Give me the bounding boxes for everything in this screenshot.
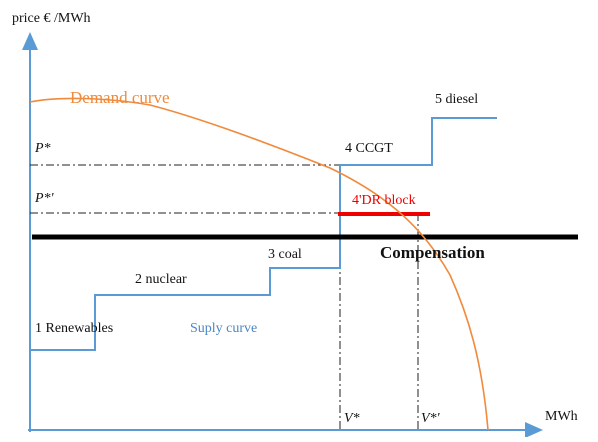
supply-label: Suply curve — [190, 321, 257, 336]
dr-block-label: 4'DR block — [352, 193, 416, 208]
v-star: V* — [344, 411, 360, 426]
block-label: 5 diesel — [435, 92, 478, 107]
block-label: 3 coal — [268, 247, 302, 262]
demand-label: Demand curve — [70, 88, 170, 107]
demand-curve — [29, 97, 489, 431]
v-star-prime: V*' — [421, 411, 441, 426]
y-axis-label: price € /MWh — [12, 11, 91, 26]
compensation-label: Compensation — [380, 243, 485, 262]
x-axis-label: MWh — [545, 409, 578, 424]
block-label: 1 Renewables — [35, 321, 113, 336]
p-star: P* — [34, 141, 51, 156]
block-label: 2 nuclear — [135, 272, 187, 287]
block-label: 4 CCGT — [345, 141, 393, 156]
p-star-prime: P*' — [34, 191, 55, 206]
supply-curve — [30, 117, 497, 351]
